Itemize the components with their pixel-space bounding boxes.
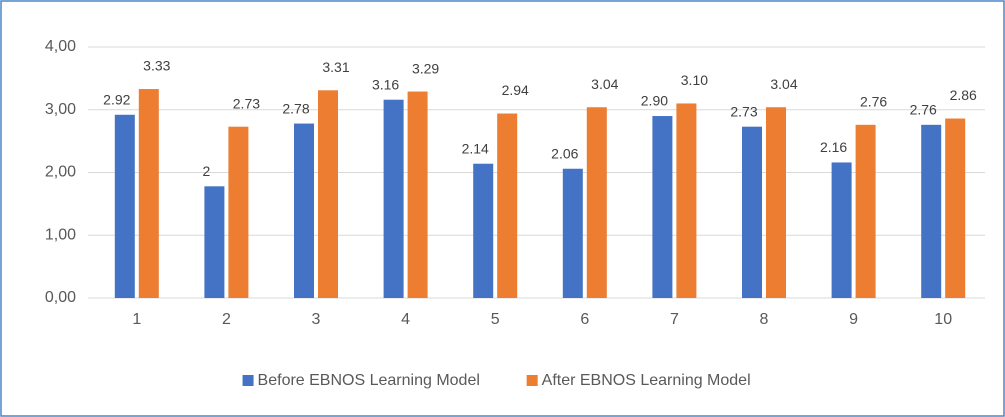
bar bbox=[138, 89, 159, 298]
bar bbox=[383, 99, 404, 299]
data-label: 2.14 bbox=[462, 140, 489, 156]
data-label: 2.90 bbox=[641, 93, 668, 109]
bar bbox=[114, 114, 135, 299]
bar bbox=[831, 162, 852, 298]
bar bbox=[294, 123, 314, 299]
bar bbox=[766, 107, 786, 299]
bar bbox=[204, 186, 225, 298]
x-tick-label: 1 bbox=[132, 311, 141, 328]
bar bbox=[855, 124, 876, 298]
data-label: 2.16 bbox=[820, 139, 847, 155]
legend-swatch bbox=[526, 375, 538, 386]
y-tick-label: 3,00 bbox=[45, 101, 76, 118]
bar bbox=[497, 113, 518, 298]
data-label: 2.94 bbox=[502, 82, 529, 98]
data-label: 2.78 bbox=[282, 100, 309, 116]
bar bbox=[318, 90, 338, 298]
data-label: 2.92 bbox=[103, 91, 130, 107]
x-tick-label: 3 bbox=[312, 311, 321, 328]
x-tick-label: 6 bbox=[580, 311, 589, 328]
data-label: 3.16 bbox=[372, 76, 399, 92]
y-tick-label: 0,00 bbox=[45, 289, 76, 306]
data-label: 2.86 bbox=[950, 87, 977, 103]
y-tick-label: 2,00 bbox=[45, 164, 76, 181]
bar bbox=[742, 126, 762, 298]
bar bbox=[407, 91, 428, 299]
bar bbox=[676, 103, 697, 298]
x-tick-label: 4 bbox=[401, 311, 410, 328]
x-tick-label: 10 bbox=[934, 311, 952, 328]
bar bbox=[473, 163, 494, 298]
bar bbox=[652, 116, 673, 299]
bar bbox=[562, 168, 583, 298]
data-label: 2.73 bbox=[233, 95, 260, 111]
legend-label: After EBNOS Learning Model bbox=[542, 372, 751, 389]
data-label: 2.76 bbox=[910, 102, 937, 118]
bar bbox=[945, 118, 966, 298]
data-label: 3.10 bbox=[681, 72, 708, 88]
x-tick-label: 5 bbox=[491, 311, 500, 328]
data-label: 2 bbox=[203, 163, 211, 179]
data-label: 3.33 bbox=[143, 58, 170, 74]
bar bbox=[586, 107, 607, 299]
x-tick-label: 8 bbox=[760, 311, 769, 328]
legend-label: Before EBNOS Learning Model bbox=[258, 372, 480, 389]
data-label: 3.04 bbox=[591, 76, 618, 92]
data-label: 3.29 bbox=[412, 60, 439, 76]
legend-swatch bbox=[242, 375, 254, 386]
x-tick-label: 7 bbox=[670, 311, 679, 328]
bar bbox=[921, 124, 942, 298]
x-tick-label: 2 bbox=[222, 311, 231, 328]
y-tick-label: 4,00 bbox=[45, 38, 76, 55]
data-label: 3.31 bbox=[322, 59, 349, 75]
data-label: 2.73 bbox=[730, 103, 757, 119]
data-label: 2.06 bbox=[551, 145, 578, 161]
bar bbox=[228, 126, 249, 298]
data-label: 3.04 bbox=[770, 76, 797, 92]
x-tick-label: 9 bbox=[849, 311, 858, 328]
data-label: 2.76 bbox=[860, 94, 887, 110]
y-tick-label: 1,00 bbox=[45, 226, 76, 243]
